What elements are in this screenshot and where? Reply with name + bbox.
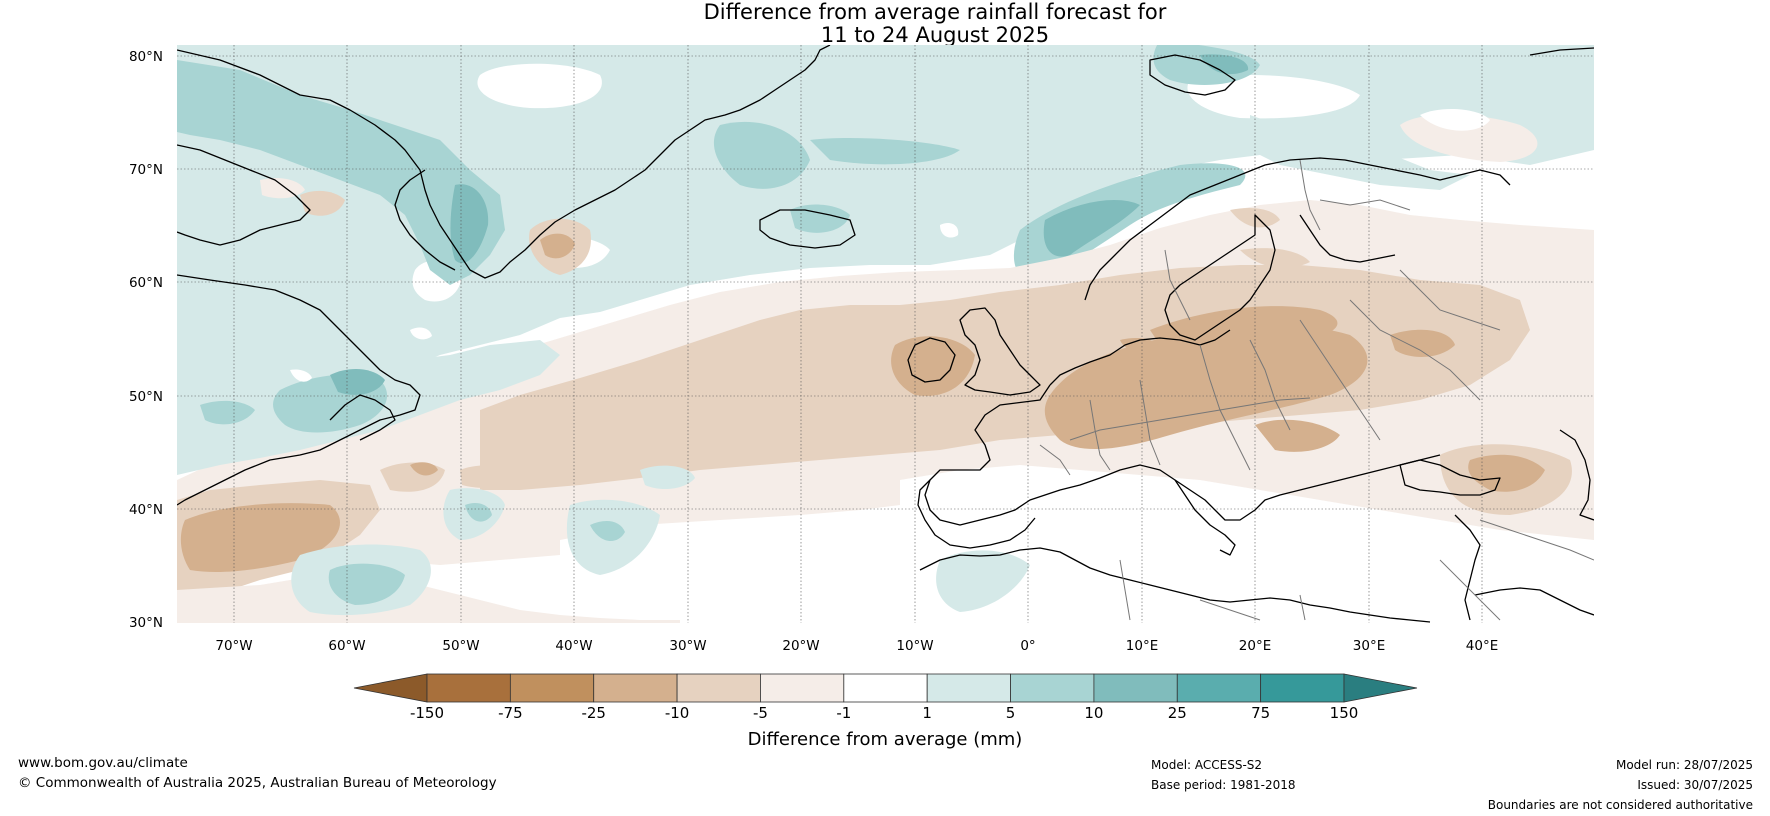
lat-label: 70°N [129, 162, 163, 178]
latitude-labels: 80°N 70°N 60°N 50°N 40°N 30°N [129, 49, 163, 631]
colorbar-bin [1010, 673, 1095, 703]
lon-label: 70°W [215, 638, 252, 654]
anomaly-region-arctic-light [177, 45, 1594, 470]
coastline-greenland [177, 45, 831, 279]
coastline-europe [1049, 329, 1231, 386]
lon-label: 40°W [555, 638, 592, 654]
colorbar-bin [676, 673, 761, 703]
lat-label: 60°N [129, 275, 163, 291]
coastline-italy [1174, 479, 1236, 556]
lat-label: 80°N [129, 49, 163, 65]
colorbar [353, 673, 1418, 703]
map-title-line1: Difference from average rainfall forecas… [703, 0, 1167, 24]
colorbar-extend-high [1343, 673, 1418, 703]
footer-url[interactable]: www.bom.gov.au/climate [18, 755, 188, 771]
colorbar-tick-label: -5 [753, 704, 768, 722]
coastline-north-africa [919, 547, 1431, 623]
map-title-line2: 11 to 24 August 2025 [820, 23, 1050, 47]
lon-label: 20°W [782, 638, 819, 654]
coastline-iceland [759, 209, 856, 249]
lon-label: 0° [1020, 638, 1035, 654]
colorbar-tick-label: -150 [410, 704, 444, 722]
colorbar-bin [1260, 673, 1345, 703]
colorbar-bin [593, 673, 678, 703]
colorbar-bin [926, 673, 1011, 703]
coastline-svalbard [1149, 54, 1236, 96]
coastline-ireland [907, 337, 956, 383]
longitude-labels: 70°W 60°W 50°W 40°W 30°W 20°W 10°W 0° 10… [215, 638, 1498, 654]
colorbar-tick-label: 75 [1251, 704, 1270, 722]
lat-label: 40°N [129, 502, 163, 518]
lon-label: 30°W [669, 638, 706, 654]
coastline-black-sea [1399, 459, 1501, 496]
colorbar-extend-low [353, 673, 428, 703]
rainfall-anomaly-field [177, 45, 1594, 623]
footer-model-run: Model run: 28/07/2025 [1615, 758, 1753, 772]
colorbar-tick-label: 1 [922, 704, 932, 722]
gridlines [177, 45, 1594, 623]
colorbar-bin [1093, 673, 1178, 703]
lon-label: 20°E [1239, 638, 1271, 654]
anomaly-region-neutral-south [900, 465, 1594, 623]
lon-label: 50°W [442, 638, 479, 654]
colorbar-tick-label: -25 [581, 704, 606, 722]
coastlines [177, 45, 1594, 623]
lat-label: 30°N [129, 615, 163, 631]
colorbar-tick-label: 10 [1084, 704, 1103, 722]
colorbar-bin [843, 673, 928, 703]
lon-label: 60°W [328, 638, 365, 654]
colorbar-bin [1176, 673, 1262, 703]
lon-label: 10°E [1126, 638, 1158, 654]
colorbar-label: Difference from average (mm) [748, 729, 1023, 750]
country-borders [1039, 159, 1594, 621]
colorbar-tick-label: -10 [665, 704, 690, 722]
colorbar-tick-label: -75 [498, 704, 523, 722]
footer-model: Model: ACCESS-S2 [1151, 758, 1263, 772]
colorbar-tick-label: -1 [836, 704, 851, 722]
colorbar-bin [760, 673, 845, 703]
footer-issued: Issued: 30/07/2025 [1637, 778, 1753, 792]
lon-label: 10°W [896, 638, 933, 654]
colorbar-bin [509, 673, 595, 703]
footer-copyright: © Commonwealth of Australia 2025, Austra… [18, 775, 497, 791]
colorbar-tick-labels: -150 -75 -25 -10 -5 -1 1 5 10 25 75 150 [410, 704, 1358, 722]
coastline-great-britain [959, 307, 1041, 396]
colorbar-tick-label: 25 [1168, 704, 1187, 722]
lon-label: 40°E [1466, 638, 1498, 654]
coastline-iberia [917, 479, 1036, 549]
anomaly-region-arctic-neutral [477, 63, 602, 109]
coastline-norway [1084, 157, 1511, 301]
colorbar-bin [426, 673, 511, 703]
footer-base-period: Base period: 1981-2018 [1151, 778, 1296, 792]
colorbar-tick-label: 150 [1330, 704, 1359, 722]
colorbar-tick-label: 5 [1006, 704, 1016, 722]
lat-label: 50°N [129, 389, 163, 405]
footer-boundaries-note: Boundaries are not considered authoritat… [1487, 798, 1753, 812]
lon-label: 30°E [1353, 638, 1385, 654]
anomaly-region-greenland-moist [177, 60, 505, 285]
